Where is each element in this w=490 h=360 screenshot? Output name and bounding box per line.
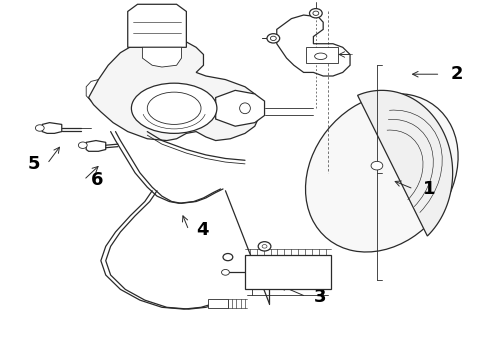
Circle shape bbox=[270, 36, 276, 41]
Circle shape bbox=[313, 11, 319, 15]
Ellipse shape bbox=[305, 94, 458, 252]
Circle shape bbox=[221, 270, 229, 275]
Polygon shape bbox=[89, 39, 260, 140]
Text: 2: 2 bbox=[450, 65, 463, 83]
Polygon shape bbox=[128, 4, 186, 47]
Circle shape bbox=[371, 161, 383, 170]
Circle shape bbox=[310, 9, 322, 18]
Circle shape bbox=[267, 34, 280, 43]
Polygon shape bbox=[42, 123, 62, 134]
Circle shape bbox=[78, 142, 87, 148]
Polygon shape bbox=[277, 15, 350, 76]
Polygon shape bbox=[143, 47, 181, 67]
Text: 1: 1 bbox=[423, 180, 436, 198]
Text: 6: 6 bbox=[91, 171, 103, 189]
FancyBboxPatch shape bbox=[306, 47, 338, 63]
Text: 4: 4 bbox=[196, 221, 209, 239]
Polygon shape bbox=[216, 90, 265, 126]
Circle shape bbox=[223, 253, 233, 261]
FancyBboxPatch shape bbox=[208, 300, 228, 308]
Ellipse shape bbox=[147, 92, 201, 125]
Polygon shape bbox=[358, 90, 453, 236]
FancyBboxPatch shape bbox=[245, 255, 331, 289]
Text: 5: 5 bbox=[27, 155, 40, 173]
Circle shape bbox=[262, 244, 267, 248]
Ellipse shape bbox=[240, 103, 250, 114]
Circle shape bbox=[258, 242, 271, 251]
Polygon shape bbox=[86, 140, 106, 151]
Circle shape bbox=[35, 125, 44, 131]
Ellipse shape bbox=[315, 53, 327, 59]
Text: 3: 3 bbox=[314, 288, 326, 306]
Ellipse shape bbox=[131, 83, 217, 134]
